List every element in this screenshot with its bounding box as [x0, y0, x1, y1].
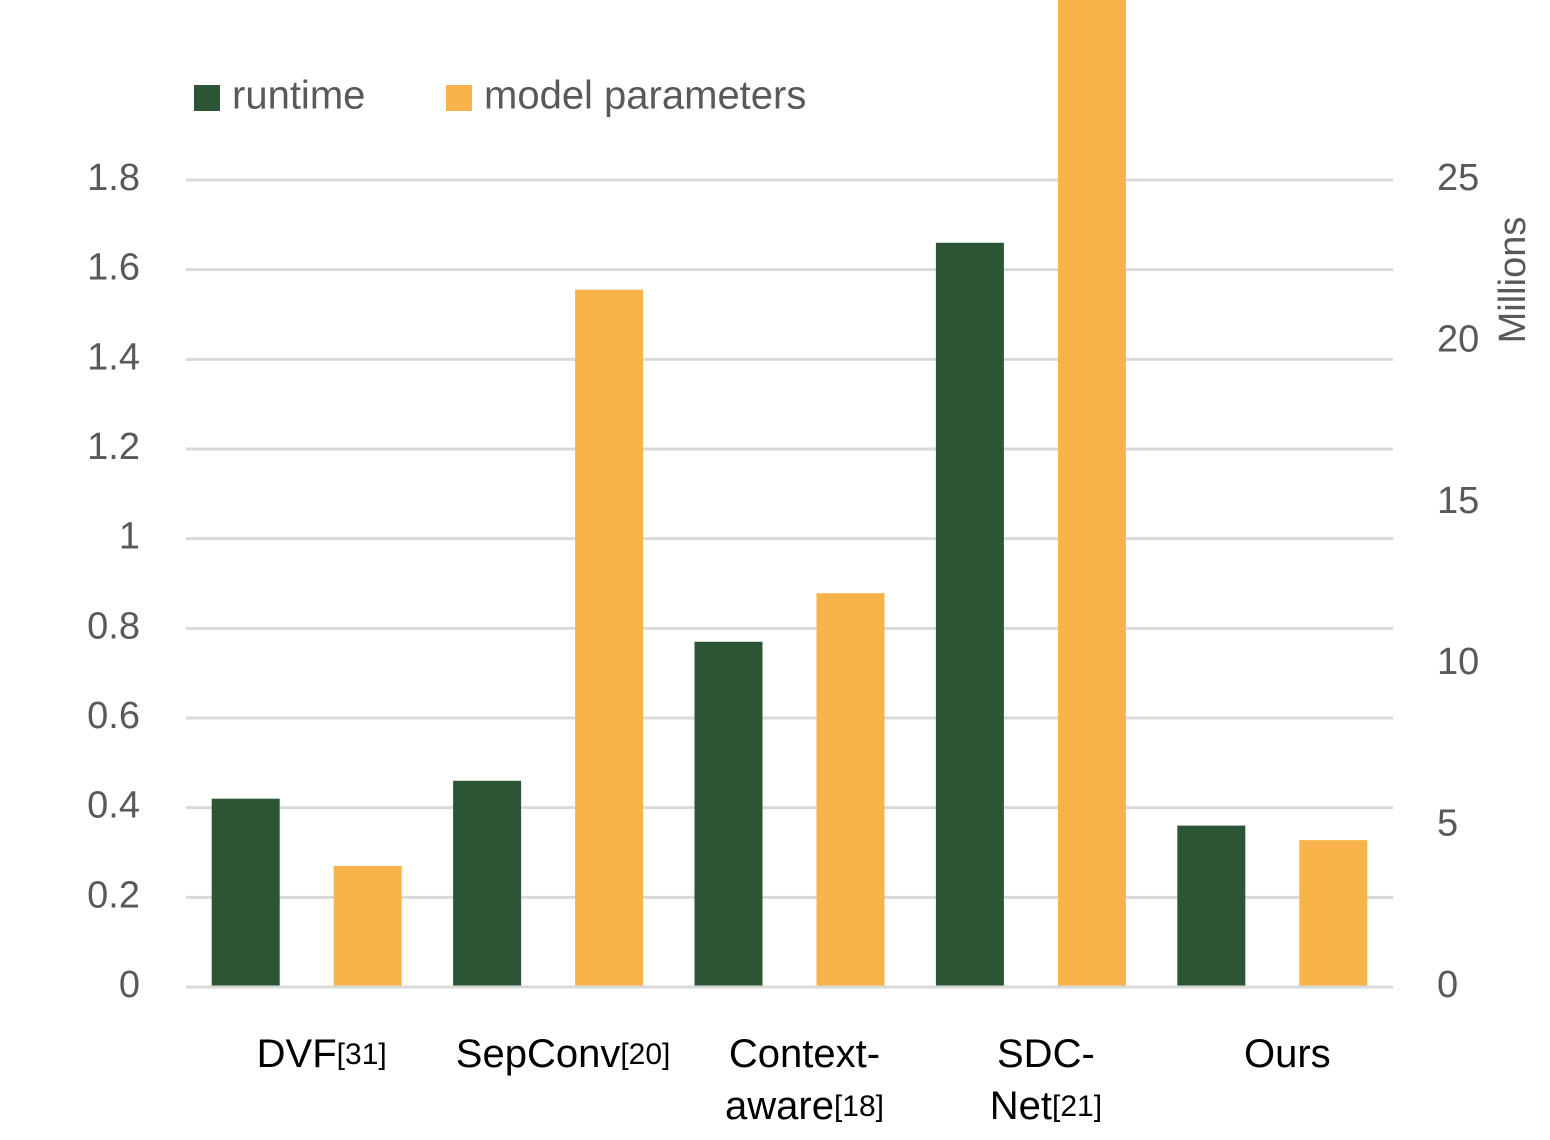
- x-tick-label: Ours: [1244, 1032, 1331, 1076]
- legend-label: model parameters: [484, 74, 806, 118]
- x-tick-label: DVF[31]: [257, 1032, 387, 1076]
- y2-tick-label: 20: [1437, 318, 1479, 360]
- y-tick-label: 0: [119, 964, 140, 1006]
- bar: [333, 865, 402, 987]
- legend-swatch: [446, 85, 472, 111]
- y2-tick-label: 15: [1437, 480, 1479, 522]
- bar: [935, 242, 1004, 987]
- x-tick-label: SDC-Net[21]: [990, 1032, 1102, 1128]
- bar: [1057, 0, 1126, 988]
- bar: [575, 289, 644, 987]
- y2-tick-label: 10: [1437, 641, 1479, 683]
- x-tick-label: Context-aware[18]: [725, 1032, 884, 1128]
- y-tick-label: 0.6: [87, 695, 140, 737]
- legend-swatch: [194, 85, 220, 111]
- y-tick-label: 0.2: [87, 874, 140, 916]
- y2-tick-label: 5: [1437, 803, 1458, 845]
- y-tick-label: 1: [119, 516, 140, 558]
- y-tick-label: 1.4: [87, 336, 140, 378]
- plot-area: [186, 0, 1393, 989]
- y2-tick-label: 25: [1437, 157, 1479, 199]
- x-tick-label: SepConv[20]: [456, 1032, 671, 1076]
- y-tick-label: 1.2: [87, 426, 140, 468]
- y-tick-label: 1.6: [87, 247, 140, 289]
- bar: [816, 593, 885, 987]
- y-tick-label: 0.8: [87, 605, 140, 647]
- y-tick-label: 1.8: [87, 157, 140, 199]
- y2-axis-title: Millions: [1492, 217, 1534, 344]
- bar: [1177, 825, 1246, 987]
- bar: [1299, 840, 1368, 987]
- bar: [453, 780, 522, 987]
- bar: [694, 641, 763, 987]
- legend-label: runtime: [232, 74, 365, 118]
- bar: [211, 798, 280, 987]
- y-tick-label: 0.4: [87, 785, 140, 827]
- y2-tick-label: 0: [1437, 964, 1458, 1006]
